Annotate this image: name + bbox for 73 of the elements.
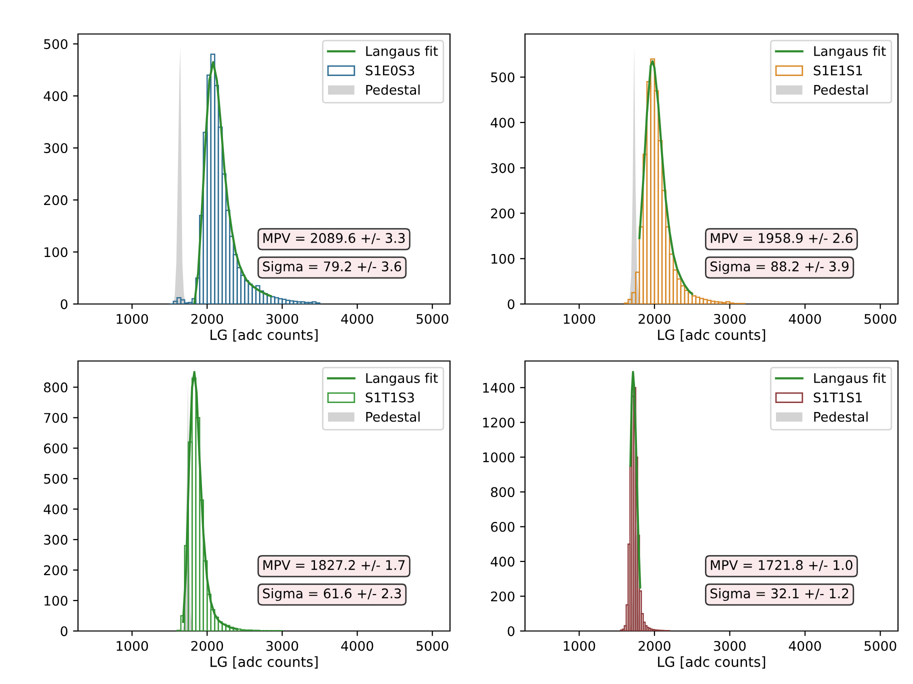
y-tick-label: 500 xyxy=(44,39,68,50)
x-axis-title: LG [adc counts] xyxy=(210,656,318,669)
legend-label: Pedestal xyxy=(814,412,868,422)
x-tick-label: 2000 xyxy=(191,640,224,651)
annotation: Sigma = 32.1 +/- 1.2 xyxy=(710,588,848,601)
legend-label: Langaus fit xyxy=(366,46,438,59)
x-tick-label: 3000 xyxy=(714,640,746,651)
y-tick-label: 200 xyxy=(491,591,514,602)
annotation: MPV = 1721.8 +/- 1.0 xyxy=(710,560,852,572)
x-tick-label: 1000 xyxy=(116,314,148,324)
y-tick-label: 300 xyxy=(491,163,514,174)
y-tick-label: 600 xyxy=(491,522,514,532)
y-tick-label: 1400 xyxy=(483,382,514,393)
y-tick-label: 800 xyxy=(44,382,68,392)
x-tick-label: 5000 xyxy=(416,314,448,324)
y-tick-label: 700 xyxy=(44,412,68,423)
x-tick-label: 1000 xyxy=(564,314,596,324)
annotation: Sigma = 61.6 +/- 2.3 xyxy=(263,588,401,601)
annotation: Sigma = 88.2 +/- 3.9 xyxy=(710,261,849,274)
y-tick-label: 1000 xyxy=(483,452,514,462)
y-tick-label: 500 xyxy=(44,474,68,484)
x-tick-label: 1000 xyxy=(564,640,596,651)
y-tick-label: 200 xyxy=(44,195,68,206)
x-tick-label: 2000 xyxy=(638,640,670,651)
legend-label: S1E1S1 xyxy=(814,65,862,76)
y-tick-label: 300 xyxy=(44,534,68,545)
x-tick-label: 4000 xyxy=(788,640,821,651)
legend-label: Langaus fit xyxy=(814,372,886,386)
x-tick-label: 4000 xyxy=(341,640,374,651)
y-tick-label: 100 xyxy=(44,247,68,258)
annotation: MPV = 1958.9 +/- 2.6 xyxy=(710,233,852,244)
y-tick-label: 0 xyxy=(60,299,68,310)
y-tick-label: 400 xyxy=(490,118,514,128)
y-tick-label: 300 xyxy=(44,143,68,154)
x-tick-label: 3000 xyxy=(266,640,298,651)
x-tick-label: 2000 xyxy=(191,314,224,324)
legend-label: Pedestal xyxy=(366,84,420,95)
y-tick-label: 200 xyxy=(44,565,68,576)
x-tick-label: 4000 xyxy=(788,314,821,324)
x-axis-title: LG [adc counts] xyxy=(658,656,766,669)
y-tick-label: 400 xyxy=(44,91,68,102)
x-tick-label: 4000 xyxy=(341,314,374,324)
legend-label: S1E0S3 xyxy=(366,65,414,76)
legend-label: S1T1S3 xyxy=(366,392,414,402)
legend-label: Langaus fit xyxy=(366,372,438,386)
y-tick-label: 500 xyxy=(491,72,514,82)
y-tick-label: 200 xyxy=(491,208,514,218)
annotation: MPV = 1827.2 +/- 1.7 xyxy=(263,560,405,572)
x-tick-label: 3000 xyxy=(714,314,746,324)
y-tick-label: 0 xyxy=(60,626,68,636)
annotation: Sigma = 79.2 +/- 3.6 xyxy=(263,261,402,274)
legend-label: S1T1S1 xyxy=(814,392,862,402)
legend-label: Pedestal xyxy=(814,84,868,95)
y-tick-label: 1200 xyxy=(483,418,514,428)
x-tick-label: 5000 xyxy=(416,640,448,651)
y-tick-label: 400 xyxy=(44,504,68,514)
x-axis-title: LG [adc counts] xyxy=(210,329,318,342)
legend-label: Langaus fit xyxy=(814,46,886,59)
x-tick-label: 5000 xyxy=(864,640,896,651)
y-tick-label: 400 xyxy=(490,556,514,567)
y-tick-label: 600 xyxy=(44,443,68,454)
legend-label: Pedestal xyxy=(366,412,420,422)
x-tick-label: 2000 xyxy=(638,314,670,324)
y-tick-label: 100 xyxy=(44,596,68,606)
y-tick-label: 800 xyxy=(490,487,514,498)
x-tick-label: 5000 xyxy=(864,314,896,324)
x-tick-label: 3000 xyxy=(266,314,298,324)
y-tick-label: 0 xyxy=(508,299,514,310)
y-tick-label: 0 xyxy=(508,626,514,636)
x-tick-label: 1000 xyxy=(116,640,148,651)
y-tick-label: 100 xyxy=(492,254,514,264)
annotation: MPV = 2089.6 +/- 3.3 xyxy=(263,233,405,244)
x-axis-title: LG [adc counts] xyxy=(658,329,766,342)
